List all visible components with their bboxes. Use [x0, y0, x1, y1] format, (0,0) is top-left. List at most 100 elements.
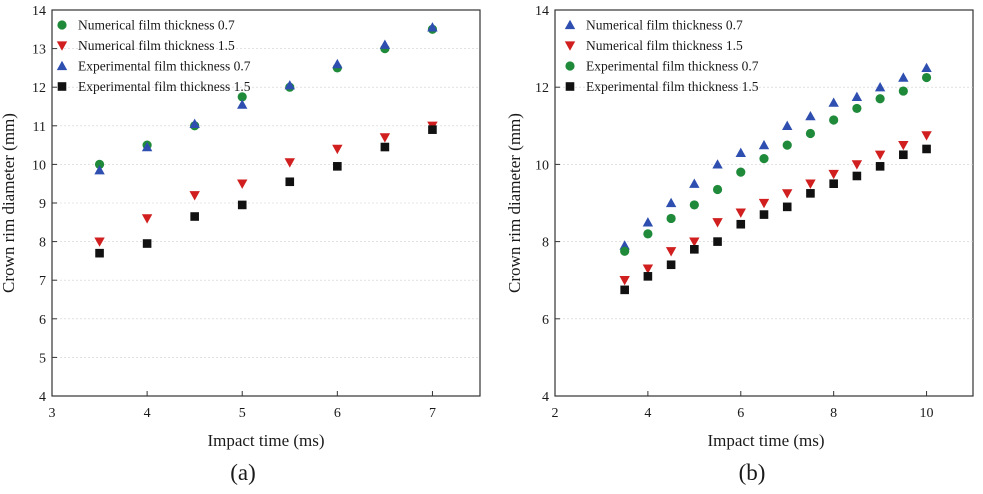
data-point	[619, 276, 630, 286]
data-point	[805, 179, 816, 189]
data-point	[921, 62, 932, 73]
legend-marker	[564, 41, 576, 51]
x-tick-label: 7	[429, 406, 436, 421]
x-tick-label: 3	[49, 406, 56, 421]
data-point	[852, 171, 862, 181]
legend-marker	[565, 82, 575, 91]
y-axis-title-a: Crown rim diameter (mm)	[0, 113, 18, 293]
data-point	[189, 118, 200, 129]
data-point	[643, 272, 653, 281]
legend-marker	[56, 60, 68, 71]
data-point	[666, 213, 676, 224]
data-point	[898, 140, 909, 151]
legend-label: Numerical film thickness 1.5	[586, 38, 743, 53]
panel-label-b: (b)	[739, 460, 766, 485]
data-point	[284, 80, 295, 90]
data-point	[713, 237, 722, 246]
data-point	[642, 264, 654, 274]
data-point	[666, 260, 676, 270]
y-tick-label: 4	[542, 390, 549, 405]
data-point	[428, 125, 437, 134]
legend-a: Numerical film thickness 0.7 Numerical fi…	[56, 18, 251, 94]
x-axis-title-a: Impact time (ms)	[207, 431, 324, 450]
legend-label: Experimental film thickness 1.5	[78, 79, 251, 94]
data-point	[141, 141, 153, 152]
data-point	[898, 86, 908, 96]
data-point	[379, 133, 391, 143]
data-point	[851, 160, 863, 170]
data-point	[852, 103, 862, 114]
data-point	[712, 218, 723, 228]
data-point	[782, 120, 793, 130]
data-point	[285, 177, 295, 187]
x-tick-label: 5	[239, 406, 246, 421]
y-tick-label: 6	[39, 313, 46, 328]
data-point	[427, 22, 438, 32]
data-point	[237, 92, 247, 102]
data-point	[829, 179, 838, 188]
data-point	[284, 158, 295, 168]
data-point	[759, 154, 769, 164]
legend-label: Experimental film thickness 0.7	[586, 59, 759, 74]
data-point	[874, 82, 886, 92]
y-tick-label: 14	[32, 4, 46, 19]
panel-label-a: (a)	[230, 460, 256, 485]
y-tick-label: 11	[33, 120, 46, 135]
data-point	[94, 237, 105, 247]
grid-a	[52, 48, 480, 358]
y-tick-label: 5	[39, 351, 46, 366]
data-point	[875, 162, 885, 171]
y-tick-label: 4	[39, 390, 46, 405]
data-point	[237, 99, 248, 109]
data-point	[922, 144, 931, 154]
data-point	[758, 198, 770, 209]
y-tick-label: 8	[39, 236, 46, 251]
legend-label: Numerical film thickness 0.7	[586, 18, 743, 33]
data-point	[665, 247, 677, 257]
data-point	[898, 72, 909, 82]
data-point	[736, 167, 746, 177]
data-point	[94, 159, 105, 169]
data-point	[94, 164, 105, 175]
y-tick-label: 12	[535, 81, 549, 96]
data-point	[689, 178, 700, 188]
data-point	[141, 214, 153, 224]
data-point	[758, 139, 770, 150]
data-point	[380, 142, 390, 152]
data-point	[379, 39, 391, 49]
legend-b: Numerical film thickness 0.7 Numerical fi…	[564, 18, 759, 94]
y-tick-label: 14	[535, 4, 549, 19]
y-ticks-a: 4 5 6 7 8 9 10 11 12 13 14	[32, 4, 57, 405]
data-points-a	[94, 22, 438, 258]
data-point	[142, 239, 152, 248]
data-point	[189, 191, 200, 201]
legend-label: Numerical film thickness 1.5	[78, 38, 235, 53]
data-point	[332, 58, 343, 69]
data-point	[806, 189, 815, 198]
y-tick-label: 12	[32, 81, 46, 96]
x-tick-label: 8	[830, 406, 837, 421]
legend-marker	[564, 19, 576, 30]
y-tick-label: 10	[535, 158, 549, 173]
x-ticks-a: 3 4 5 6 7	[49, 391, 436, 421]
y-tick-label: 7	[39, 274, 46, 289]
data-point	[874, 150, 886, 160]
y-tick-label: 13	[32, 43, 46, 58]
data-points-b	[619, 62, 932, 295]
legend-label: Experimental film thickness 0.7	[78, 59, 251, 74]
y-tick-label: 8	[542, 236, 549, 251]
data-point	[805, 110, 816, 121]
data-point	[620, 285, 629, 295]
y-axis-title-b: Crown rim diameter (mm)	[505, 113, 524, 293]
data-point	[712, 159, 723, 169]
x-ticks-b: 2 4 6 8 10	[552, 391, 934, 421]
data-point	[759, 210, 769, 219]
legend-label: Experimental film thickness 1.5	[586, 79, 759, 94]
x-tick-label: 4	[144, 406, 151, 421]
data-point	[851, 91, 863, 102]
data-point	[921, 131, 932, 141]
x-tick-label: 6	[334, 406, 341, 421]
legend-marker	[57, 82, 67, 91]
data-point	[782, 202, 792, 212]
